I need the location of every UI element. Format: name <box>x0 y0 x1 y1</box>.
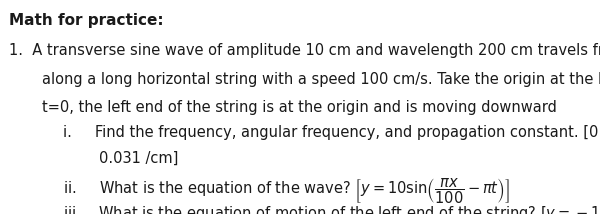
Text: 1.  A transverse sine wave of amplitude 10 cm and wavelength 200 cm travels from: 1. A transverse sine wave of amplitude 1… <box>9 43 600 58</box>
Text: 0.031 /cm]: 0.031 /cm] <box>99 151 178 166</box>
Text: along a long horizontal string with a speed 100 cm/s. Take the origin at the lef: along a long horizontal string with a sp… <box>42 72 600 87</box>
Text: t=0, the left end of the string is at the origin and is moving downward: t=0, the left end of the string is at th… <box>42 100 557 114</box>
Text: ii.     What is the equation of the wave? $\left[y = 10\sin\!\left(\dfrac{\pi x}: ii. What is the equation of the wave? $\… <box>63 177 510 206</box>
Text: Math for practice:: Math for practice: <box>9 13 164 28</box>
Text: i.     Find the frequency, angular frequency, and propagation constant. [0.5 Hz,: i. Find the frequency, angular frequency… <box>63 125 600 140</box>
Text: iii.    What is the equation of motion of the left end of the string? $[y = -10\: iii. What is the equation of motion of t… <box>63 204 600 214</box>
